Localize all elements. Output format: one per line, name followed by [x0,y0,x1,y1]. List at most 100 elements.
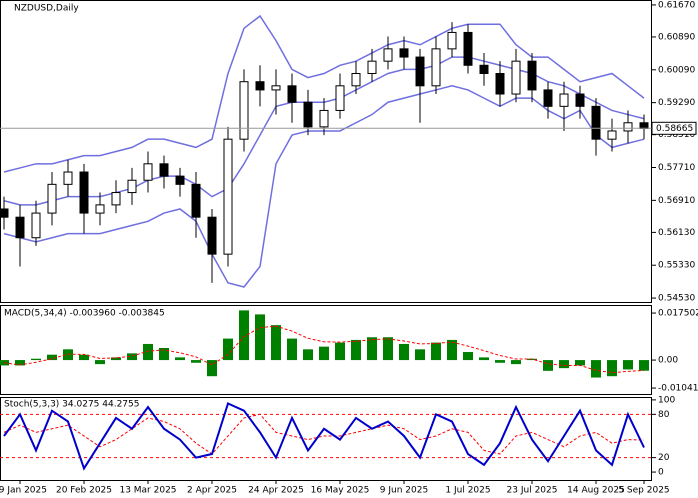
current-price-label: 0.58665 [656,124,693,134]
candle-body [287,85,297,103]
candle-body [335,85,345,111]
candle-body [607,130,617,140]
x-tick-label: 14 Aug 2025 [567,486,625,496]
candle-body [47,183,57,214]
macd-bar [559,360,569,369]
macd-bar [575,360,585,366]
macd-bar [207,360,217,377]
macd-bar [303,349,313,361]
macd-bar [223,338,233,361]
macd-bar [623,360,633,370]
macd-bar [31,358,41,361]
candle-body [207,216,217,255]
macd-bar [143,343,153,361]
candle-body [495,72,505,95]
candle-body [479,64,489,74]
candle-body [95,204,105,214]
y-tick-label: 0.56130 [658,228,695,238]
y-tick-label: 20 [658,453,670,463]
candle-body [79,171,89,214]
signal-line [3,413,645,455]
x-tick-label: 24 Apr 2025 [248,486,304,496]
macd-bar [63,349,73,361]
candle-body [127,179,137,194]
x-tick-label: 5 Sep 2025 [618,486,669,496]
macd-bar [383,337,393,361]
macd-bar [447,339,457,361]
y-tick-label: 80 [658,410,670,420]
candle-body [367,60,377,74]
macd-bar [79,354,89,361]
macd-bar [399,343,409,361]
candle-body [463,31,473,66]
price-pane [0,0,652,303]
y-tick-label: 0.56910 [658,196,695,206]
y-tick-label: 0 [658,468,664,478]
macd-bar [111,357,121,361]
macd-bar [271,325,281,361]
y-tick-label: 0.61670 [658,0,695,10]
macd-bar [15,360,25,366]
macd-bar [319,346,329,361]
candle-body [159,163,169,177]
candle-body [543,89,553,107]
candle-body [591,105,601,140]
macd-bar [191,360,201,363]
macd-title: MACD(5,34,4) -0.003960 -0.003845 [4,309,165,319]
y-tick-label: 0.54530 [658,294,695,304]
candle-body [223,138,233,255]
candle-body [559,93,569,107]
x-tick-label: 9 Jun 2025 [380,486,428,496]
y-tick-label: 0.00 [658,356,678,366]
candle-body [175,175,185,185]
macd-bar [95,360,105,365]
macd-bar [607,360,617,377]
macd-bar [367,337,377,361]
candle-body [527,60,537,91]
macd-bar [495,360,505,363]
x-tick-label: 20 Feb 2025 [56,486,112,496]
y-tick-label: -0.010415 [658,384,698,394]
macd-bar [415,349,425,361]
macd-bar [239,310,249,361]
candle-body [383,48,393,62]
stoch-line [3,402,645,471]
y-tick-label: 0.017502 [658,309,698,319]
candle-body [271,85,281,91]
x-tick-label: 1 Jul 2025 [445,486,490,496]
candle-body [303,101,313,128]
macd-bar [463,352,473,361]
candle-body [63,171,73,185]
candle-body [399,48,409,58]
y-tick-label: 0.59290 [658,98,695,108]
candle-body [431,48,441,87]
x-tick-label: 13 Mar 2025 [119,486,176,496]
y-tick-label: 0.55330 [658,261,695,271]
macd-bar [351,339,361,361]
macd-bar [335,342,345,361]
candle-body [623,122,633,132]
chart-title: NZDUSD,Daily [14,4,79,14]
macd-bar [431,342,441,361]
x-tick-label: 23 Jul 2025 [507,486,558,496]
candle-body [319,109,329,128]
macd-bar [127,353,137,361]
stoch-pane [0,397,652,481]
candle-body [0,208,9,218]
candle-body [15,216,25,239]
y-tick-label: 0.58510 [658,130,695,140]
macd-bar [639,360,649,371]
x-tick-label: 16 May 2025 [311,486,370,496]
candle-body [639,122,649,130]
candle-body [447,31,457,50]
x-tick-label: 2 Apr 2025 [187,486,237,496]
x-tick-label: 29 Jan 2025 [0,486,47,496]
signal-line [3,325,645,374]
current-price-box [651,121,697,135]
macd-bar [287,338,297,361]
candle-body [415,56,425,87]
y-tick-label: 100 [658,395,675,405]
candle-body [511,60,521,95]
macd-bar [511,360,521,365]
